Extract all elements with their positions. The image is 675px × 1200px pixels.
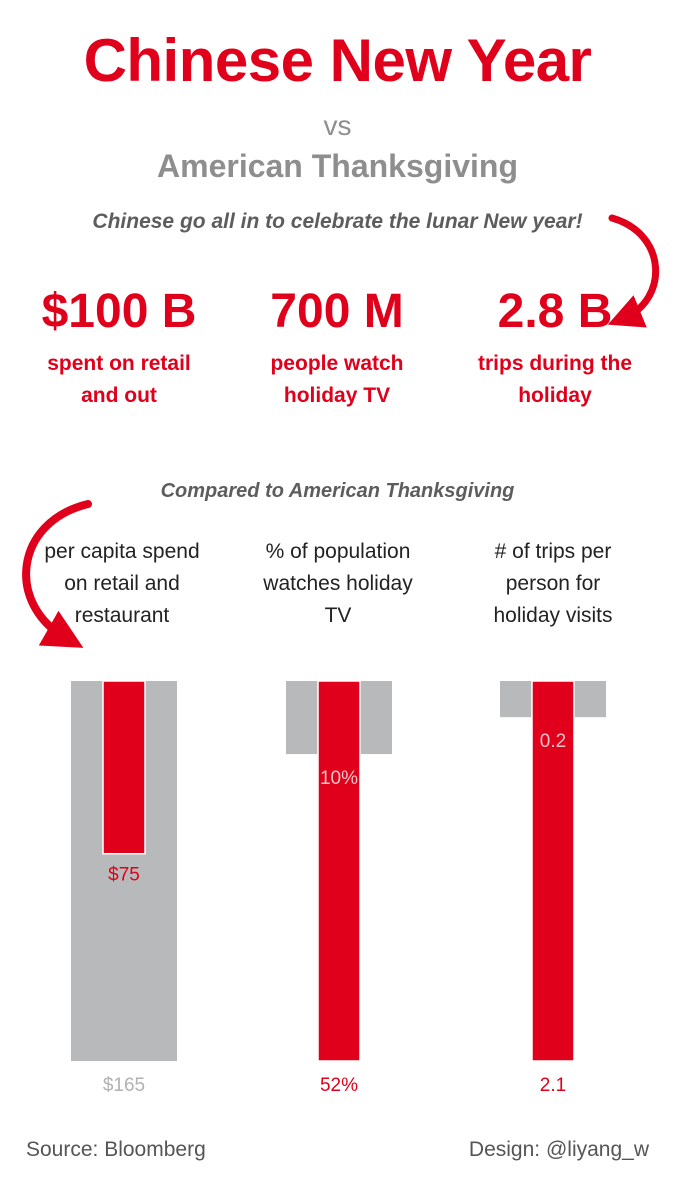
data-label-china: 52% (320, 1075, 358, 1096)
data-label-china: $75 (108, 865, 140, 886)
curved-arrow-icon (607, 214, 659, 328)
metric-label-line: % of population (265, 540, 411, 563)
compare-heading: Compared to American Thanksgiving (160, 480, 515, 502)
metric-label-line: TV (324, 604, 352, 627)
metric-label-spend: per capita spend on retail and restauran… (17, 536, 227, 632)
data-label-usa: $165 (103, 1075, 145, 1096)
bar-china (317, 680, 361, 1062)
stat-label: trips during the holiday (450, 348, 660, 412)
metric-label-tv: % of population watches holiday TV (233, 536, 443, 632)
metric-label-line: # of trips per (494, 540, 612, 563)
bar-china (531, 680, 575, 1062)
stat-label-line: holiday (518, 384, 592, 407)
metric-label-line: on retail and (64, 572, 180, 595)
stat-label: spent on retail and out (14, 348, 224, 412)
bar-china (102, 680, 146, 855)
source-credit: Source: Bloomberg (26, 1138, 206, 1161)
stat-label-line: holiday TV (283, 384, 391, 407)
stat-label-line: trips during the (478, 352, 632, 375)
stat-label: people watch holiday TV (232, 348, 442, 412)
metric-label-line: watches holiday (263, 572, 413, 595)
stat-value: 2.8 B (497, 285, 613, 338)
data-label-usa: 10% (320, 768, 358, 789)
metric-label-line: person for (505, 572, 601, 595)
stat-value: $100 B (41, 285, 197, 338)
stat-tv: 700 M people watch holiday TV (232, 282, 442, 412)
curved-arrow-icon (22, 500, 92, 648)
tagline: Chinese go all in to celebrate the lunar… (92, 210, 583, 233)
metric-label-trips: # of trips per person for holiday visits (448, 536, 658, 632)
stat-label-line: and out (81, 384, 157, 407)
data-label-usa: 0.2 (540, 731, 566, 752)
metric-label-line: per capita spend (44, 540, 200, 563)
vs-label: vs (323, 110, 352, 141)
metric-label-line: restaurant (74, 604, 170, 627)
stat-label-line: spent on retail (47, 352, 191, 375)
stat-value: 700 M (270, 285, 404, 338)
design-credit: Design: @liyang_w (468, 1138, 649, 1161)
stat-retail: $100 B spent on retail and out (14, 282, 224, 412)
infographic-subtitle: American Thanksgiving (157, 148, 518, 184)
infographic-title: Chinese New Year (83, 27, 592, 94)
stat-label-line: people watch (270, 352, 404, 375)
data-label-china: 2.1 (540, 1075, 566, 1096)
metric-label-line: holiday visits (493, 604, 613, 627)
stat-trips: 2.8 B trips during the holiday (450, 282, 660, 412)
